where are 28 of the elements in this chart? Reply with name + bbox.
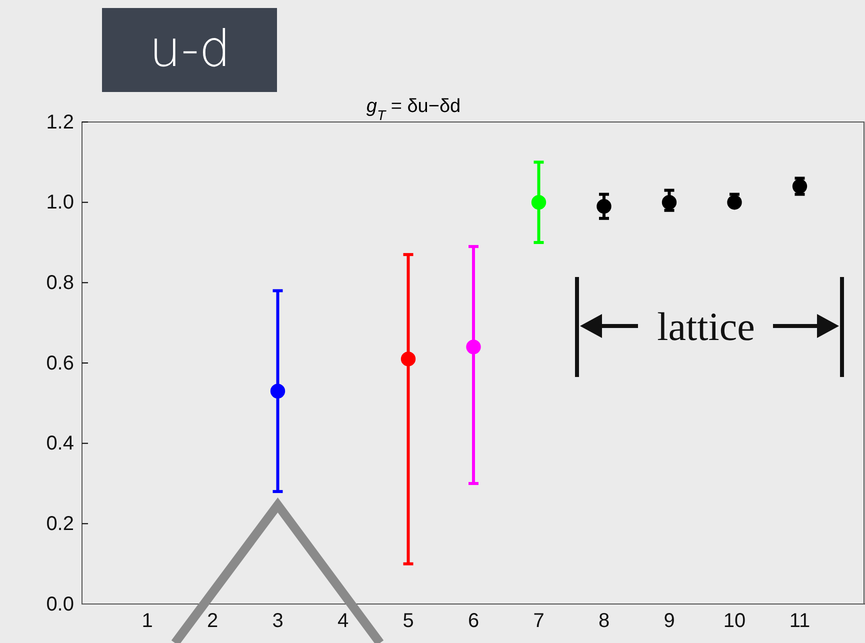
point <box>727 194 742 210</box>
x-tick-label: 8 <box>598 610 610 632</box>
annotation: lattice <box>657 304 755 349</box>
y-tick-label: 0.6 <box>46 352 74 374</box>
point <box>792 178 808 194</box>
point <box>466 340 481 354</box>
x-tick-label: 11 <box>789 610 810 632</box>
x-tick-label: 10 <box>723 610 746 632</box>
x-tick-label: 3 <box>272 610 284 632</box>
point <box>596 199 612 214</box>
point <box>531 194 546 210</box>
x-tick-label: 2 <box>206 610 218 632</box>
point <box>270 384 286 398</box>
y-tick-label: 0.2 <box>46 513 74 536</box>
x-tick-label: 4 <box>337 610 349 632</box>
x-tick-label: 1 <box>142 610 153 632</box>
x-tick-label: 9 <box>664 610 675 632</box>
x-tick-label: 7 <box>533 610 544 632</box>
point <box>400 352 416 366</box>
text: u-d <box>149 20 231 78</box>
y-tick-label: 0.0 <box>46 593 74 616</box>
x-tick-label: 6 <box>468 610 480 632</box>
y-tick-label: 1.2 <box>46 111 74 134</box>
x-tick-label: 5 <box>402 610 414 632</box>
chart-title: g$_{T}$ = δu−δd <box>366 96 461 123</box>
y-tick-label: 0.8 <box>46 272 74 294</box>
y-tick-label: 1.0 <box>46 192 74 214</box>
y-tick-label: 0.4 <box>46 432 74 455</box>
